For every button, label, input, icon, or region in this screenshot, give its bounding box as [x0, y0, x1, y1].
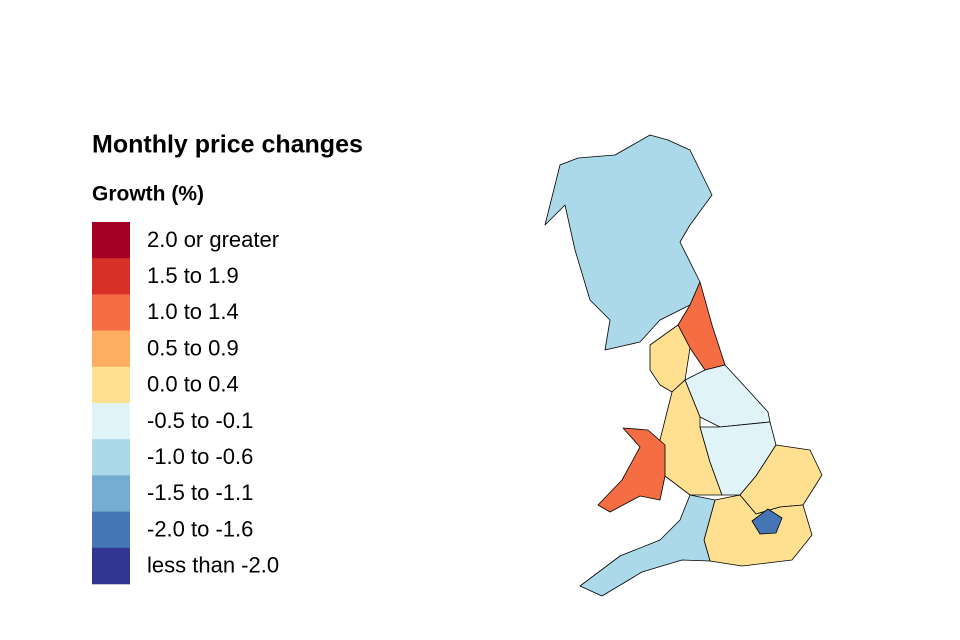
legend-swatch [92, 330, 130, 368]
legend-swatch [92, 403, 130, 440]
legend-swatch [92, 547, 130, 585]
region [597, 427, 666, 513]
legend-swatch [92, 294, 130, 331]
legend-swatch [92, 258, 130, 295]
legend-label: 0.0 to 0.4 [147, 372, 239, 397]
legend-label: less than -2.0 [147, 553, 279, 578]
legend-swatch [92, 511, 130, 549]
legend-label: 1.5 to 1.9 [147, 263, 239, 288]
legend-label: 2.0 or greater [147, 227, 279, 252]
legend-swatch [92, 439, 130, 476]
map [544, 134, 823, 597]
legend-label: -1.5 to -1.1 [147, 480, 253, 505]
legend-label: -2.0 to -1.6 [147, 516, 253, 541]
legend-label: -1.0 to -0.6 [147, 444, 253, 469]
legend: 2.0 or greater 1.5 to 1.9 1.0 to 1.4 0.5 to… [92, 222, 279, 585]
legend-label: 1.0 to 1.4 [147, 299, 239, 324]
legend-label: 0.5 to 0.9 [147, 335, 239, 360]
region [751, 508, 783, 535]
legend-swatch [92, 475, 130, 512]
region [684, 364, 771, 428]
legend-swatch [92, 222, 130, 259]
subtitle: Growth (%) [92, 183, 204, 206]
legend-label: -0.5 to -0.1 [147, 408, 253, 433]
region [579, 494, 716, 597]
title: Monthly price changes [92, 131, 363, 159]
legend-swatch [92, 366, 130, 404]
